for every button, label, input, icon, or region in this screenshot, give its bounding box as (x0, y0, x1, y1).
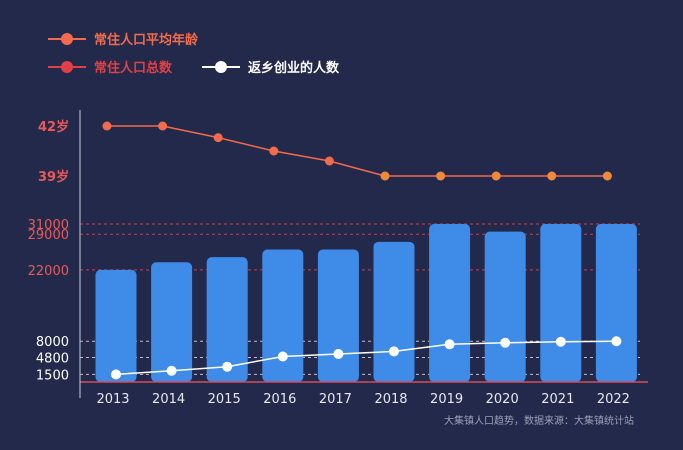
count-tick-label: 1500 (36, 368, 69, 383)
avg-age-point-2018 (380, 171, 390, 181)
x-tick-labels: 2013 2014 2015 2016 2017 2018 2019 2020 2021 2022 (96, 392, 629, 407)
bar-2020 (484, 231, 526, 382)
legend-item-population: 常住人口总数 (48, 60, 173, 76)
avg-age-point-2017 (324, 156, 334, 166)
x-tick-label-2020: 2020 (486, 392, 519, 407)
legend-marker-returnees (215, 61, 227, 73)
returnees-point-2022 (611, 336, 622, 347)
bar-2015 (206, 257, 248, 382)
avg-age-point-2013 (102, 121, 112, 131)
age-tick-label: 42岁 (38, 119, 69, 135)
bar-2019 (429, 224, 471, 382)
axes (79, 110, 648, 398)
avg-age-point-2016 (269, 146, 279, 156)
returnees-point-2021 (555, 336, 566, 347)
legend-label-returnees: 返乡创业的人数 (248, 60, 340, 76)
returnees-point-2014 (166, 365, 177, 376)
returnees-point-2013 (111, 369, 121, 380)
bar-2021 (540, 224, 582, 382)
legend-marker-avg-age (61, 33, 73, 45)
legend-marker-population (61, 61, 73, 73)
avg-age-point-2019 (436, 171, 446, 181)
legend-label-population: 常住人口总数 (94, 60, 173, 76)
bar-2022 (595, 224, 637, 382)
x-tick-label-2022: 2022 (597, 392, 630, 407)
legend-item-avg-age: 常住人口平均年龄 (48, 32, 199, 48)
avg-age-point-2014 (158, 121, 168, 131)
bar-2013 (95, 269, 137, 382)
count-tick-label: 4800 (36, 352, 69, 367)
x-tick-label-2016: 2016 (263, 392, 296, 407)
avg-age-point-2015 (213, 133, 223, 143)
returnees-point-2020 (500, 337, 511, 348)
returnees-point-2018 (389, 346, 399, 357)
count-tick-label: 31000 (28, 218, 69, 233)
avg-age-point-2022 (602, 171, 612, 181)
returnees-series (111, 336, 622, 380)
returnees-line (115, 340, 617, 376)
x-tick-label-2019: 2019 (430, 392, 463, 407)
bars (95, 224, 637, 382)
legend-item-returnees: 返乡创业的人数 (202, 60, 340, 76)
returnees-point-2015 (222, 361, 233, 372)
avg-age-line (107, 125, 608, 177)
avg-age-series (102, 121, 612, 181)
legend: 常住人口平均年龄 常住人口总数 返乡创业的人数 (48, 32, 340, 76)
x-tick-label-2013: 2013 (96, 392, 129, 407)
returnees-point-2017 (333, 348, 344, 359)
bar-2017 (317, 249, 359, 382)
bar-2016 (262, 249, 304, 382)
x-tick-label-2021: 2021 (541, 392, 574, 407)
x-tick-label-2014: 2014 (152, 392, 185, 407)
avg-age-point-2021 (547, 171, 557, 181)
x-tick-label-2017: 2017 (319, 392, 352, 407)
bar-2018 (373, 241, 415, 382)
count-tick-label: 8000 (36, 335, 69, 350)
legend-label-avg-age: 常住人口平均年龄 (94, 32, 199, 48)
count-tick-label: 29000 (28, 228, 69, 243)
avg-age-point-2020 (491, 171, 501, 181)
footnote: 大集镇人口趋势，数据来源：大集镇统计站 (444, 414, 634, 427)
count-tick-label: 22000 (28, 264, 69, 279)
x-tick-label-2018: 2018 (374, 392, 407, 407)
returnees-point-2019 (444, 339, 455, 350)
bar-2014 (151, 262, 193, 382)
x-tick-label-2015: 2015 (208, 392, 241, 407)
returnees-point-2016 (277, 351, 288, 362)
age-tick-label: 39岁 (38, 169, 69, 185)
